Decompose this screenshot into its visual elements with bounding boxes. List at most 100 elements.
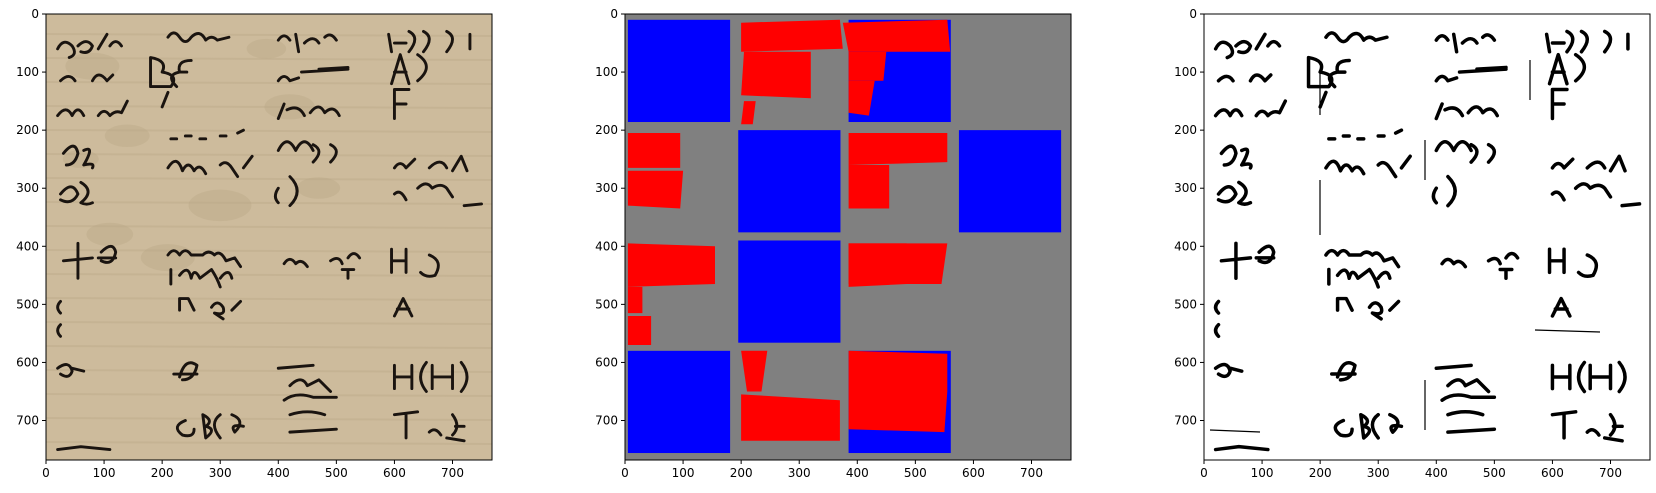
parchment-streak [46, 129, 492, 133]
parchment-background [46, 14, 492, 460]
parchment-streak [46, 153, 492, 157]
y-tick-label: 0 [610, 7, 618, 21]
x-tick-label: 600 [383, 466, 406, 480]
y-tick-label: 700 [16, 414, 39, 428]
x-tick-label: 600 [1541, 466, 1564, 480]
parchment-streak [46, 177, 492, 181]
axes-frame [1203, 13, 1651, 461]
stain [65, 52, 120, 80]
y-tick-label: 300 [1174, 181, 1197, 195]
parchment-streak [46, 345, 492, 349]
y-tick-label: 400 [595, 239, 618, 253]
x-tick-label: 400 [1425, 466, 1448, 480]
segmentation-mask-panel: 0 100 200 300 400 500 600 700 0 100 200 300 400 500 60… [595, 7, 1072, 480]
y-tick-label: 600 [16, 355, 39, 369]
y-tick-label: 700 [595, 414, 618, 428]
mask-red-fragment [842, 19, 951, 52]
y-tick-label: 500 [1174, 297, 1197, 311]
parchment-streak [46, 105, 492, 109]
x-tick-label: 400 [846, 466, 869, 480]
parchment-streak [46, 57, 492, 61]
parchment-streak [46, 33, 492, 37]
y-tick-label: 100 [1174, 65, 1197, 79]
stain [246, 38, 287, 59]
mask-red-fragment [627, 133, 681, 168]
y-tick-label: 100 [595, 65, 618, 79]
mask-red-fragment [627, 316, 652, 345]
x-tick-label: 500 [904, 466, 927, 480]
y-tick-label: 0 [1189, 7, 1197, 21]
parchment-streak [46, 321, 492, 325]
stain [140, 244, 195, 272]
axis-ticks: 0 100 200 300 400 500 600 700 0 100 200 300 400 500 60… [595, 7, 1043, 480]
y-tick-label: 500 [595, 297, 618, 311]
mask-red-fragment [848, 133, 948, 165]
parchment-streak [46, 273, 492, 277]
x-tick-label: 700 [1020, 466, 1043, 480]
axes-frame [624, 13, 1072, 461]
mask-red-fragment [627, 286, 643, 314]
parchment-streak [46, 297, 492, 301]
mask-red-fragment [848, 243, 907, 287]
mask-red-fragment [741, 51, 811, 99]
parchment-streak [46, 417, 492, 421]
stain [104, 124, 150, 148]
red-fragments [627, 19, 951, 441]
parchment-streak [46, 201, 492, 205]
mask-red-fragment [848, 80, 875, 116]
x-tick-label: 100 [1251, 466, 1274, 480]
y-tick-label: 200 [595, 123, 618, 137]
mask-blue-cell [738, 130, 841, 233]
binary-background [1204, 14, 1650, 460]
y-tick-label: 300 [595, 181, 618, 195]
x-tick-label: 100 [672, 466, 695, 480]
y-tick-label: 200 [1174, 123, 1197, 137]
mask-red-fragment [848, 51, 887, 81]
cell-edge-noise [1209, 60, 1601, 433]
mask-red-fragment [848, 165, 890, 209]
axes-frame [45, 13, 493, 461]
parchment-streak [46, 369, 492, 373]
parchment-streak [46, 81, 492, 85]
x-tick-label: 600 [962, 466, 985, 480]
mask-blue-cell [627, 350, 731, 454]
mask-red-fragment [741, 350, 768, 392]
x-tick-label: 200 [730, 466, 753, 480]
x-tick-label: 200 [151, 466, 174, 480]
mask-red-fragment [741, 101, 756, 125]
x-tick-label: 200 [1309, 466, 1332, 480]
parchment-streak [46, 393, 492, 397]
stain [188, 189, 252, 222]
mask-red-fragment [627, 243, 715, 287]
mask-red-fragment [848, 391, 948, 433]
mask-red-fragment [848, 350, 948, 392]
x-tick-label: 400 [267, 466, 290, 480]
original-image-panel: 0 100 200 300 400 500 600 700 0 100 200 300 400 500 60… [16, 7, 493, 480]
mask-red-fragment [627, 170, 684, 209]
binarized-image-panel: 0 100 200 300 400 500 600 700 0 100 200 300 400 500 60… [1174, 7, 1651, 480]
y-tick-label: 100 [16, 65, 39, 79]
mask-blue-cell [738, 240, 841, 343]
parchment-streak [46, 249, 492, 253]
x-tick-label: 700 [1599, 466, 1622, 480]
mask-blue-cell [958, 130, 1062, 233]
y-tick-label: 400 [1174, 239, 1197, 253]
mask-blue-cell [627, 19, 731, 123]
x-tick-label: 0 [621, 466, 629, 480]
x-tick-label: 300 [209, 466, 232, 480]
y-tick-label: 600 [595, 355, 618, 369]
x-tick-label: 500 [325, 466, 348, 480]
y-tick-label: 500 [16, 297, 39, 311]
x-tick-label: 0 [42, 466, 50, 480]
y-tick-label: 0 [31, 7, 39, 21]
y-tick-label: 200 [16, 123, 39, 137]
x-tick-label: 0 [1200, 466, 1208, 480]
axis-ticks: 0 100 200 300 400 500 600 700 0 100 200 300 400 500 60… [16, 7, 464, 480]
mask-red-fragment [741, 19, 843, 52]
y-tick-label: 600 [1174, 355, 1197, 369]
stain [297, 177, 341, 199]
axis-ticks: 0 100 200 300 400 500 600 700 0 100 200 300 400 500 60… [1174, 7, 1622, 480]
x-tick-label: 500 [1483, 466, 1506, 480]
y-tick-label: 400 [16, 239, 39, 253]
